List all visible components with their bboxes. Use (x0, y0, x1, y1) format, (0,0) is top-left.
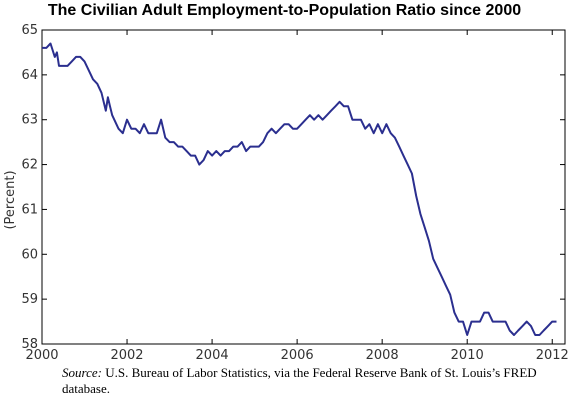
y-tick-label: 65 (21, 23, 38, 38)
y-tick-label: 64 (21, 68, 38, 83)
series-line-employment-ratio (42, 42, 557, 336)
y-axis-label: (Percent) (3, 170, 18, 229)
series (42, 42, 557, 336)
x-tick-label: 2012 (536, 348, 569, 360)
source-label: Source: (62, 365, 102, 380)
y-tick-label: 58 (21, 337, 38, 352)
chart-title: The Civilian Adult Employment-to-Populat… (47, 2, 522, 19)
x-tick-label: 2000 (25, 348, 58, 360)
y-tick-label: 60 (21, 247, 38, 262)
x-tick-label: 2002 (110, 348, 143, 360)
y-tick-label: 63 (21, 113, 38, 128)
y-tick-label: 59 (21, 292, 38, 307)
source-text: U.S. Bureau of Labor Statistics, via the… (62, 365, 537, 396)
x-tick-label: 2006 (281, 348, 314, 360)
y-tick-label: 61 (21, 202, 38, 217)
line-chart: 2000 2002 2004 2006 2008 2010 2012 58 59 60 61 62 63… (3, 23, 569, 360)
y-tick-label: 62 (21, 158, 38, 173)
axes (41, 29, 566, 345)
source-note: Source: U.S. Bureau of Labor Statistics,… (62, 365, 542, 397)
x-tick-label: 2010 (451, 348, 484, 360)
tick-labels: 2000 2002 2004 2006 2008 2010 2012 58 59 60 61 62 63… (21, 23, 568, 360)
plot-frame (41, 29, 566, 345)
x-tick-label: 2008 (366, 348, 399, 360)
x-tick-label: 2004 (196, 348, 229, 360)
